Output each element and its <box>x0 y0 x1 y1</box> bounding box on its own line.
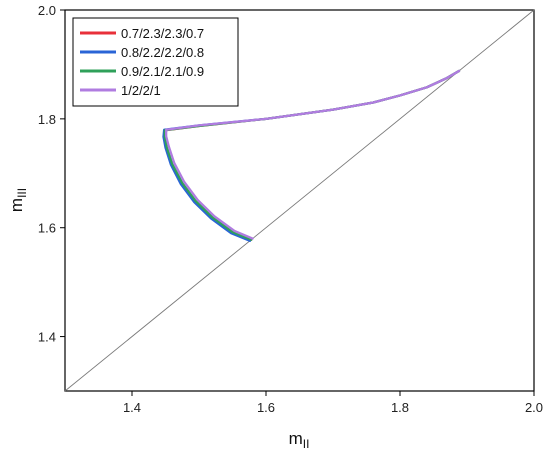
x-axis-title-main: m <box>289 429 303 448</box>
plot-frame <box>64 9 535 392</box>
legend-label-0: 0.7/2.3/2.3/0.7 <box>121 26 204 41</box>
y-tick-label: 1.4 <box>38 330 56 345</box>
x-tick-label: 1.4 <box>123 400 141 415</box>
y-axis-title-subscript: III <box>15 188 29 198</box>
tick-layer: 1.4 1.6 1.8 2.0 1.4 1.6 1.8 2.0 <box>38 3 543 415</box>
x-axis-title: mII <box>289 429 310 451</box>
x-tick-label: 1.6 <box>257 400 275 415</box>
y-tick-label: 1.6 <box>38 221 56 236</box>
legend: 0.7/2.3/2.3/0.7 0.8/2.2/2.2/0.8 0.9/2.1/… <box>72 17 239 107</box>
y-tick-label: 2.0 <box>38 3 56 18</box>
x-tick-label: 2.0 <box>525 400 543 415</box>
legend-label-1: 0.8/2.2/2.2/0.8 <box>121 45 204 60</box>
legend-label-3: 1/2/2/1 <box>121 83 161 98</box>
series-layer <box>162 69 461 242</box>
y-axis-title-main: m <box>7 198 26 212</box>
legend-label-2: 0.9/2.1/2.1/0.9 <box>121 64 204 79</box>
x-tick-label: 1.8 <box>391 400 409 415</box>
y-tick-label: 1.8 <box>38 112 56 127</box>
y-axis-title: mIII <box>7 188 29 212</box>
series-line-3 <box>165 69 461 240</box>
x-axis-title-subscript: II <box>303 437 310 451</box>
